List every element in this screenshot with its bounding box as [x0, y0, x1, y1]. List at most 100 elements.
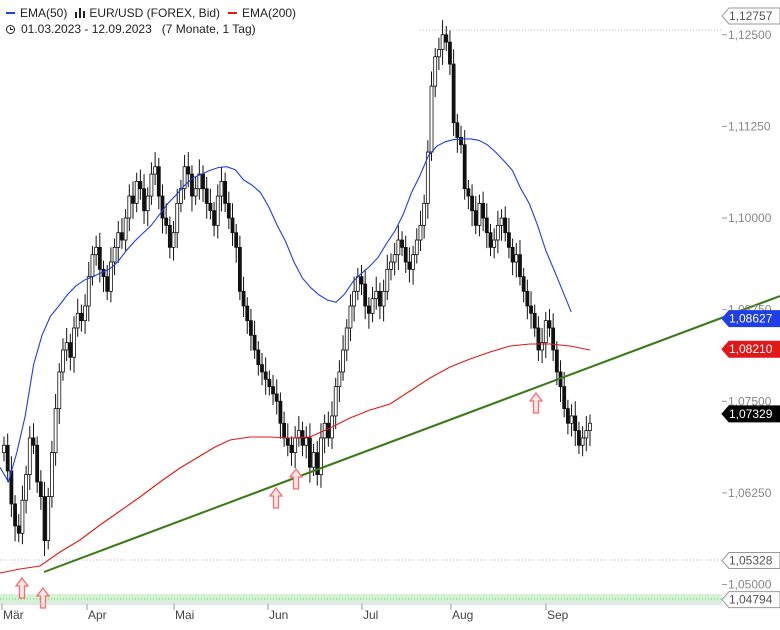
candle-body: [333, 386, 338, 417]
candle-body: [532, 312, 537, 329]
legend-ema200: EMA(200): [228, 5, 296, 21]
candle-body: [223, 180, 228, 204]
candle-body: [112, 246, 117, 263]
candle-body: [108, 261, 113, 292]
price-tags: 1,12757 1,08627 1,08210 1,07329 1,05328 1,047…: [721, 7, 780, 609]
candle-body: [31, 437, 36, 446]
legend-instrument: EUR/USD (FOREX, Bid): [75, 5, 220, 21]
candle-body: [38, 481, 43, 497]
candle-body: [293, 437, 298, 454]
candle-body: [190, 173, 194, 197]
price-tag-box: [721, 591, 780, 609]
candle-body: [75, 312, 80, 329]
candle-body: [337, 371, 342, 388]
candle-body: [120, 232, 124, 241]
candle-body: [260, 364, 264, 373]
candle-body: [319, 437, 323, 475]
y-tick-label: 1,12500: [728, 28, 772, 42]
candle-body: [477, 202, 482, 226]
candle-body: [241, 290, 246, 307]
candle-body: [389, 261, 393, 270]
price-tag: 1,05328: [721, 552, 780, 570]
price-tag-label: 1,04794: [729, 593, 773, 607]
candle-body: [304, 437, 309, 446]
candle-body: [296, 430, 301, 439]
candle-body: [588, 422, 592, 432]
candle-body: [97, 246, 102, 270]
candle-body: [274, 393, 279, 402]
candle-body: [543, 320, 548, 344]
candle-body: [396, 239, 401, 256]
trendline: [43, 295, 780, 573]
candle-body: [171, 232, 176, 248]
candle-body: [234, 232, 239, 248]
candle-body: [149, 173, 154, 197]
candle-body: [470, 195, 474, 212]
candle-body: [425, 151, 430, 204]
candle-body: [123, 217, 128, 241]
candle-body: [142, 188, 146, 212]
candle-body: [219, 180, 224, 197]
candle-body: [285, 437, 290, 446]
candle-body: [411, 254, 415, 270]
x-tick-label: Mär: [3, 608, 24, 622]
candle-body: [529, 305, 533, 314]
signal-arrows: [14, 391, 544, 609]
candle-body: [495, 224, 500, 241]
candle-body: [433, 56, 438, 87]
candle-body: [451, 63, 456, 124]
x-tick-label: Apr: [88, 608, 107, 622]
candle-body: [282, 422, 287, 439]
candle-body: [385, 268, 390, 292]
candle-body: [381, 290, 386, 307]
candle-body: [503, 217, 508, 234]
legend-ema200-label: EMA(200): [242, 6, 297, 20]
candle-body: [484, 217, 489, 234]
x-tick-label: Jun: [269, 608, 288, 622]
candle-body: [429, 85, 434, 153]
x-tick-label: Sep: [547, 608, 569, 622]
candle-body: [116, 232, 121, 248]
candle-body: [536, 327, 541, 351]
candle-body: [551, 327, 556, 351]
candle-body: [569, 415, 574, 424]
candle-body: [577, 430, 581, 446]
price-tag: 1,07329: [721, 405, 780, 423]
candle-body: [101, 268, 106, 278]
candle-body: [212, 210, 216, 226]
price-tag-box: [721, 552, 780, 570]
price-tag-box: [721, 310, 780, 328]
candle-body: [378, 290, 382, 307]
candle-body: [61, 349, 65, 373]
candle-body: [50, 452, 54, 497]
candle-body: [525, 290, 530, 307]
legend: EMA(50) EUR/USD (FOREX, Bid) EMA(200) 01…: [6, 5, 304, 37]
candle-body: [507, 232, 511, 248]
candle-body: [2, 444, 6, 454]
candle-body: [481, 202, 486, 219]
candle-body: [326, 422, 331, 439]
candle-body: [145, 195, 150, 212]
candle-body: [521, 276, 526, 292]
candle-body: [518, 254, 522, 278]
price-tag: 1,08627: [721, 310, 780, 328]
candle-body: [278, 400, 283, 424]
candle-body: [492, 239, 497, 248]
price-tag: 1,08210: [721, 340, 780, 358]
candle-body: [580, 437, 585, 446]
candle-body: [201, 173, 205, 190]
candle-body: [79, 312, 84, 322]
legend-ema50-label: EMA(50): [20, 6, 68, 20]
candle-body: [455, 122, 460, 138]
candle-body: [94, 246, 99, 256]
signal-arrow-icon: [35, 586, 51, 609]
candle-body: [35, 444, 40, 483]
price-tag-label: 1,05328: [729, 554, 773, 568]
price-tag: 1,12757: [721, 7, 780, 25]
price-tag-label: 1,08627: [729, 312, 773, 326]
candle-body: [392, 254, 397, 263]
candle-body: [164, 217, 169, 226]
candle-body: [344, 327, 349, 351]
